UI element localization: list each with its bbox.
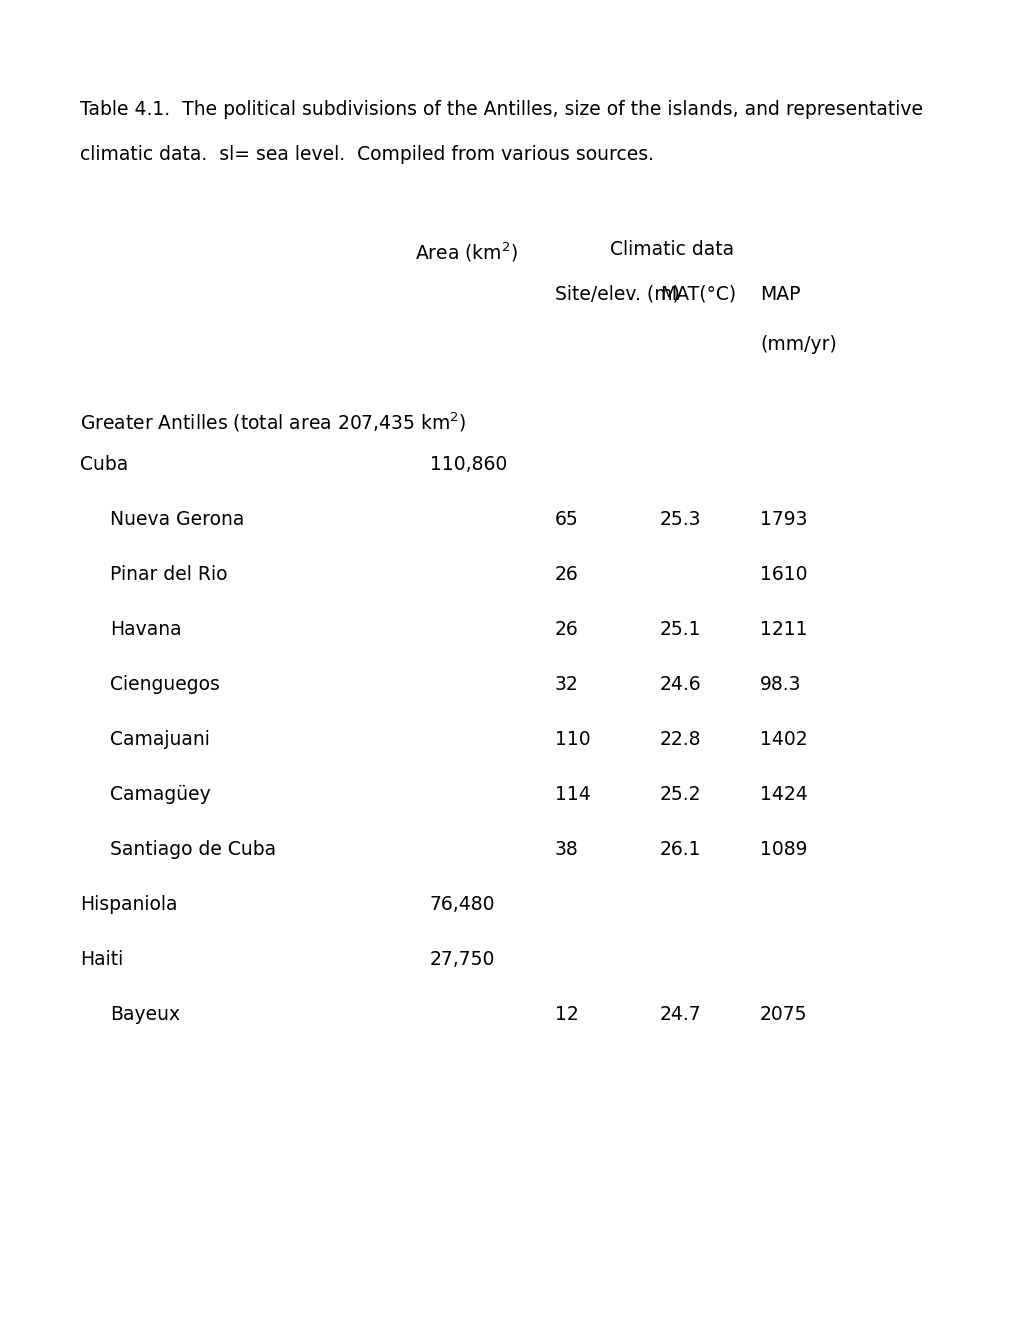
Text: Table 4.1.  The political subdivisions of the Antilles, size of the islands, and: Table 4.1. The political subdivisions of… bbox=[79, 100, 922, 119]
Text: Site/elev. (m): Site/elev. (m) bbox=[554, 285, 680, 304]
Text: 110: 110 bbox=[554, 730, 590, 748]
Text: 32: 32 bbox=[554, 675, 578, 694]
Text: 27,750: 27,750 bbox=[430, 950, 495, 969]
Text: MAT(°C): MAT(°C) bbox=[659, 285, 736, 304]
Text: 76,480: 76,480 bbox=[430, 895, 495, 913]
Text: Camajuani: Camajuani bbox=[110, 730, 210, 748]
Text: 65: 65 bbox=[554, 510, 578, 529]
Text: 2075: 2075 bbox=[759, 1005, 807, 1024]
Text: 24.6: 24.6 bbox=[659, 675, 701, 694]
Text: 110,860: 110,860 bbox=[430, 455, 506, 474]
Text: Hispaniola: Hispaniola bbox=[79, 895, 177, 913]
Text: 24.7: 24.7 bbox=[659, 1005, 701, 1024]
Text: 12: 12 bbox=[554, 1005, 578, 1024]
Text: Haiti: Haiti bbox=[79, 950, 123, 969]
Text: 26.1: 26.1 bbox=[659, 840, 701, 859]
Text: 25.1: 25.1 bbox=[659, 620, 701, 639]
Text: 25.3: 25.3 bbox=[659, 510, 701, 529]
Text: 1402: 1402 bbox=[759, 730, 807, 748]
Text: 26: 26 bbox=[554, 565, 578, 583]
Text: Havana: Havana bbox=[110, 620, 181, 639]
Text: 38: 38 bbox=[554, 840, 578, 859]
Text: Camagüey: Camagüey bbox=[110, 785, 211, 804]
Text: Greater Antilles (total area 207,435 km$^2$): Greater Antilles (total area 207,435 km$… bbox=[79, 411, 466, 433]
Text: (mm/yr): (mm/yr) bbox=[759, 335, 836, 354]
Text: 1424: 1424 bbox=[759, 785, 807, 804]
Text: 1793: 1793 bbox=[759, 510, 807, 529]
Text: Climatic data: Climatic data bbox=[609, 240, 734, 259]
Text: 114: 114 bbox=[554, 785, 590, 804]
Text: Bayeux: Bayeux bbox=[110, 1005, 180, 1024]
Text: Nueva Gerona: Nueva Gerona bbox=[110, 510, 245, 529]
Text: 26: 26 bbox=[554, 620, 578, 639]
Text: MAP: MAP bbox=[759, 285, 800, 304]
Text: Pinar del Rio: Pinar del Rio bbox=[110, 565, 227, 583]
Text: climatic data.  sl= sea level.  Compiled from various sources.: climatic data. sl= sea level. Compiled f… bbox=[79, 145, 653, 164]
Text: Cienguegos: Cienguegos bbox=[110, 675, 220, 694]
Text: 98.3: 98.3 bbox=[759, 675, 801, 694]
Text: 1089: 1089 bbox=[759, 840, 807, 859]
Text: 1211: 1211 bbox=[759, 620, 807, 639]
Text: 25.2: 25.2 bbox=[659, 785, 701, 804]
Text: Area (km$^2$): Area (km$^2$) bbox=[415, 240, 518, 264]
Text: Cuba: Cuba bbox=[79, 455, 128, 474]
Text: Santiago de Cuba: Santiago de Cuba bbox=[110, 840, 276, 859]
Text: 1610: 1610 bbox=[759, 565, 807, 583]
Text: 22.8: 22.8 bbox=[659, 730, 701, 748]
